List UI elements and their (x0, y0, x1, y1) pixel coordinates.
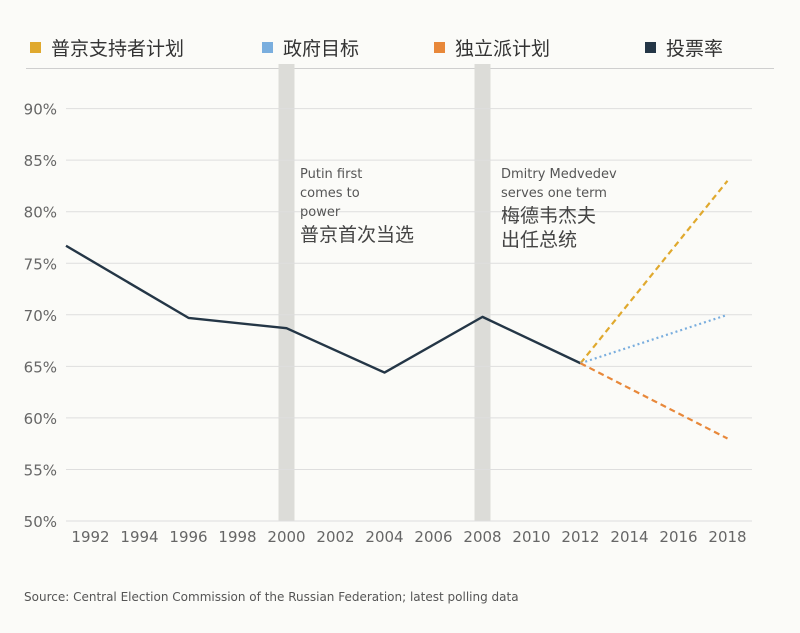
legend-divider (26, 68, 774, 69)
legend-label-putin: 普京支持者计划 (51, 38, 185, 60)
x-tick-label: 2006 (414, 528, 452, 546)
annotation-medvedev-en-line2: serves one term (501, 185, 607, 201)
annotation-putin-en-line3: power (300, 204, 341, 220)
legend-label-government: 政府目标 (283, 38, 360, 60)
series-line-1 (579, 180, 729, 364)
annotation-putin-first-term: Putin first comes to power 普京首次当选 (300, 166, 414, 247)
series-line-2 (580, 313, 728, 365)
x-tick-label: 2008 (463, 528, 501, 546)
y-tick-label: 80% (24, 204, 57, 222)
x-tick-label: 2014 (610, 528, 648, 546)
series-line-0 (65, 244, 582, 374)
legend-label-turnout: 投票率 (666, 38, 724, 60)
annotation-medvedev-term: Dmitry Medvedev serves one term 梅德韦杰夫 出任… (501, 166, 617, 253)
y-tick-label: 65% (24, 358, 57, 376)
annotation-putin-en-line2: comes to (300, 185, 360, 201)
x-tick-label: 2018 (708, 528, 746, 546)
highlight-band-2000 (278, 64, 295, 521)
y-tick-label: 75% (24, 255, 57, 273)
y-tick-label: 70% (24, 307, 57, 325)
legend-swatch-putin (30, 42, 41, 53)
x-tick-label: 2010 (512, 528, 550, 546)
y-tick-label: 55% (24, 461, 57, 479)
annotation-medvedev-zh-line2: 出任总统 (501, 229, 578, 252)
x-tick-label: 2004 (365, 528, 403, 546)
y-tick-label: 85% (24, 152, 57, 170)
highlight-band-2008 (474, 64, 491, 521)
x-tick-label: 1998 (218, 528, 256, 546)
annotation-putin-en-line1: Putin first (300, 167, 363, 182)
x-tick-label: 2012 (561, 528, 599, 546)
x-tick-label: 1994 (120, 528, 158, 546)
y-tick-label: 50% (24, 513, 57, 531)
legend-swatch-independent (434, 42, 445, 53)
legend-item-independent: 独立派计划 (434, 34, 550, 61)
x-tick-label: 2000 (267, 528, 305, 546)
legend-item-government-target: 政府目标 (262, 34, 359, 61)
x-tick-label: 2002 (316, 528, 354, 546)
annotation-medvedev-en-line1: Dmitry Medvedev (501, 167, 617, 182)
source-note: Source: Central Election Commission of t… (24, 590, 519, 604)
x-tick-label: 2016 (659, 528, 697, 546)
x-tick-label: 1992 (71, 528, 109, 546)
annotation-putin-zh-line1: 普京首次当选 (300, 223, 415, 246)
legend-swatch-government (262, 42, 273, 53)
y-tick-label: 90% (24, 101, 57, 119)
legend-swatch-turnout (645, 42, 656, 53)
annotation-medvedev-zh-line1: 梅德韦杰夫 (501, 204, 597, 227)
legend-item-turnout: 投票率 (645, 34, 723, 61)
x-tick-label: 1996 (169, 528, 207, 546)
y-tick-label: 60% (24, 410, 57, 428)
legend: 普京支持者计划 政府目标 独立派计划 投票率 (30, 34, 790, 68)
legend-item-putin-supporters: 普京支持者计划 (30, 34, 184, 61)
series-line-3 (579, 362, 729, 440)
legend-label-independent: 独立派计划 (455, 38, 551, 60)
